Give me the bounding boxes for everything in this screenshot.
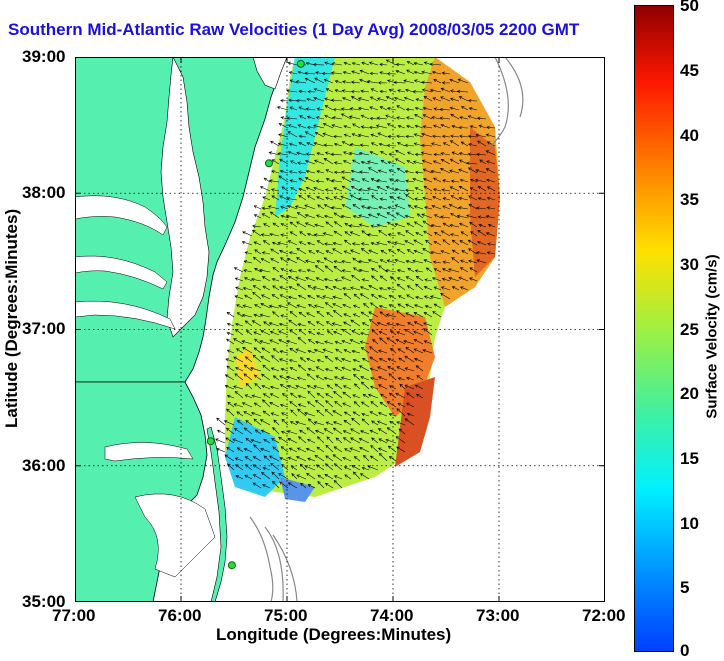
colorbar-tick: 10 <box>680 514 699 533</box>
axis-tick-marks <box>75 57 605 602</box>
x-tick-label: 74:00 <box>370 606 414 625</box>
colorbar-tick: 0 <box>680 641 690 660</box>
colorbar-tick: 40 <box>680 126 699 145</box>
delaware-bay <box>252 57 288 90</box>
grid-lines <box>75 57 605 602</box>
map-svg <box>75 57 605 602</box>
y-tick-label: 36:00 <box>22 456 66 475</box>
y-tick-label: 38:00 <box>22 183 66 202</box>
velocity-arrows <box>215 59 496 489</box>
isobath-contour <box>264 526 284 602</box>
isobath-contour <box>272 534 298 602</box>
colorbar-tick: 15 <box>680 449 699 468</box>
colorbar-tick: 45 <box>680 61 699 80</box>
x-tick-label: 75:00 <box>264 606 308 625</box>
albemarle-sound <box>104 442 194 462</box>
colorbar-tick: 5 <box>680 578 690 597</box>
colorbar-tick: 30 <box>680 255 699 274</box>
isobath-contour <box>249 516 274 602</box>
colorbar-tick: 35 <box>680 190 699 209</box>
river-rappahannock <box>75 255 168 290</box>
isobath-contour <box>489 57 509 148</box>
river-york-james <box>75 300 176 330</box>
y-tick-label: 39:00 <box>22 47 66 66</box>
y-tick-label: 37:00 <box>22 319 66 338</box>
isobath-contour <box>504 57 524 118</box>
chesapeake-bay <box>160 57 210 338</box>
colorbar-tick: 25 <box>680 320 699 339</box>
river-potomac <box>75 195 168 236</box>
x-tick-label: 77:00 <box>52 606 96 625</box>
station-marker[interactable] <box>264 159 273 168</box>
land-mainland-south <box>75 381 208 602</box>
chart-title: Southern Mid-Atlantic Raw Velocities (1 … <box>8 20 580 39</box>
colorbar <box>634 5 674 652</box>
x-axis-label: Longitude (Degrees:Minutes) <box>216 625 452 644</box>
y-axis-label: Latitude (Degrees:Minutes) <box>2 208 21 428</box>
x-tick-label: 76:00 <box>158 606 202 625</box>
station-marker[interactable] <box>227 561 236 570</box>
colorbar-label: Surface Velocity (cm/s) <box>703 254 721 419</box>
station-marker[interactable] <box>296 59 305 68</box>
map-panel[interactable] <box>75 57 605 602</box>
y-tick-label: 35:00 <box>22 592 66 611</box>
station-markers <box>206 59 305 570</box>
pamlico-sound <box>134 493 216 578</box>
colorbar-tick: 20 <box>680 384 699 403</box>
station-marker[interactable] <box>206 437 215 446</box>
x-tick-label: 72:00 <box>582 606 626 625</box>
colorbar-gradient <box>635 6 673 651</box>
x-tick-label: 73:00 <box>476 606 520 625</box>
outer-banks <box>206 426 228 602</box>
colorbar-tick: 50 <box>680 0 699 15</box>
